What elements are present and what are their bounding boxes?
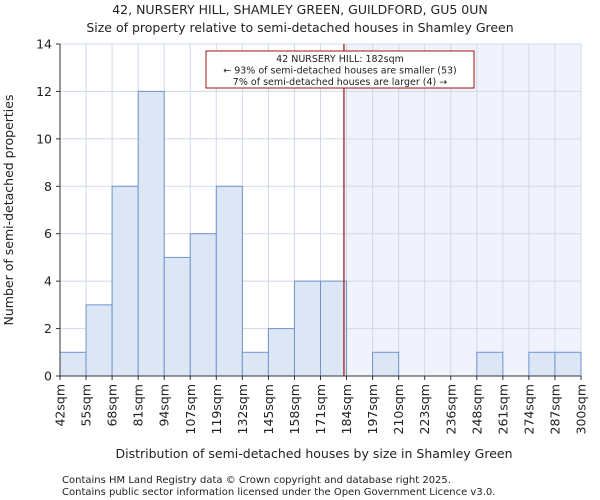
bar-132sqm	[241, 351, 269, 377]
x-tick-label: 210sqm	[391, 384, 406, 434]
bar-81sqm	[137, 90, 165, 377]
x-tick-label: 119sqm	[209, 384, 224, 434]
x-tick-label: 94sqm	[157, 384, 172, 427]
x-tick-label: 107sqm	[183, 384, 198, 434]
annotation-line-1: 42 NURSERY HILL: 182sqm	[276, 54, 404, 65]
x-tick-label: 287sqm	[547, 384, 562, 434]
y-tick-label: 14	[36, 37, 52, 52]
x-tick-label: 158sqm	[287, 384, 302, 434]
x-tick-label: 223sqm	[417, 384, 432, 434]
y-tick-label: 2	[44, 321, 52, 336]
y-axis-label: Number of semi-detached properties	[1, 95, 16, 326]
bar-274sqm	[528, 351, 556, 377]
x-tick-label: 55sqm	[79, 384, 94, 427]
x-tick-label: 236sqm	[443, 384, 458, 434]
bar-107sqm	[189, 233, 217, 377]
footer-line-1: Contains HM Land Registry data © Crown c…	[62, 475, 451, 486]
x-tick-label: 171sqm	[313, 384, 328, 434]
x-tick-label: 81sqm	[131, 384, 146, 427]
x-tick-label: 184sqm	[339, 384, 354, 434]
bar-248sqm	[476, 351, 504, 377]
bar-197sqm	[372, 351, 400, 377]
x-tick-label: 68sqm	[105, 384, 120, 427]
x-tick-label: 248sqm	[469, 384, 484, 434]
bar-42sqm	[59, 351, 87, 377]
bar-94sqm	[163, 256, 191, 377]
chart-title: 42, NURSERY HILL, SHAMLEY GREEN, GUILDFO…	[112, 2, 488, 17]
x-tick-label: 261sqm	[495, 384, 510, 434]
x-axis-label: Distribution of semi-detached houses by …	[115, 446, 512, 461]
footer-line-2: Contains public sector information licen…	[62, 487, 495, 498]
y-tick-label: 12	[36, 84, 52, 99]
larger-region-highlight	[343, 44, 581, 376]
chart-subtitle: Size of property relative to semi-detach…	[86, 20, 513, 35]
x-tick-label: 300sqm	[574, 384, 589, 434]
plot-area: 0 2 4 6 8 10 12 14 42sqm 55sqm 68sqm 81sqm 94sqm 107s…	[36, 37, 588, 435]
y-tick-label: 4	[44, 274, 52, 289]
y-tick-label: 10	[36, 131, 52, 146]
annotation-box	[205, 50, 475, 89]
x-tick-label: 197sqm	[365, 384, 380, 434]
annotation-line-3: 7% of semi-detached houses are larger (4…	[233, 77, 447, 88]
bar-171sqm	[320, 280, 348, 377]
y-tick-label: 8	[44, 179, 52, 194]
x-tick-label: 145sqm	[261, 384, 276, 434]
x-tick-label: 274sqm	[521, 384, 536, 434]
y-tick-label: 0	[44, 369, 52, 384]
x-tick-label: 42sqm	[53, 384, 68, 427]
bar-287sqm	[554, 351, 582, 377]
x-tick-label: 132sqm	[235, 384, 250, 434]
bar-68sqm	[111, 185, 139, 377]
bar-55sqm	[85, 304, 113, 377]
annotation-line-2: ← 93% of semi-detached houses are smalle…	[223, 66, 457, 77]
bar-158sqm	[293, 280, 322, 377]
bar-145sqm	[267, 328, 295, 377]
y-tick-label: 6	[44, 226, 52, 241]
bar-119sqm	[215, 185, 243, 377]
